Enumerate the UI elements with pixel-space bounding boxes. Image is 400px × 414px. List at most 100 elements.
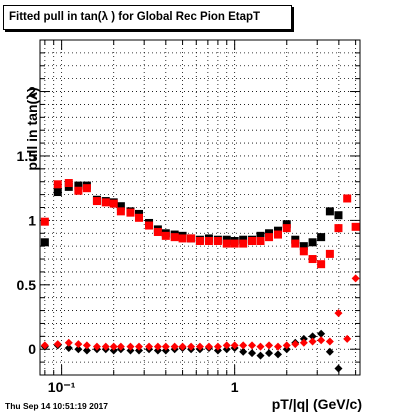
data-point-square — [187, 234, 196, 243]
data-point-diamond — [92, 342, 101, 351]
data-point-square — [308, 238, 317, 247]
data-point-diamond — [145, 342, 154, 351]
timestamp: Thu Sep 14 10:51:19 2017 — [5, 401, 109, 411]
data-point-square — [256, 237, 265, 245]
data-point-diamond — [74, 345, 83, 354]
data-point-diamond — [343, 334, 352, 343]
x-tick-label: 10⁻¹ — [48, 379, 76, 395]
y-tick-label: 1 — [28, 212, 36, 228]
data-point-diamond — [187, 342, 196, 351]
data-point-diamond — [230, 341, 239, 350]
series-3 — [40, 329, 343, 373]
x-tick-label: 1 — [231, 379, 239, 395]
data-point-diamond — [116, 342, 125, 351]
data-point-diamond — [282, 341, 291, 350]
data-point-diamond — [53, 340, 62, 349]
data-point-square — [351, 222, 360, 231]
data-point-diamond — [101, 342, 110, 351]
data-point-square — [178, 234, 187, 243]
data-point-square — [325, 249, 334, 258]
data-point-square — [334, 224, 343, 233]
y-axis-label: pull in tan(λ) — [24, 87, 40, 171]
data-point-diamond — [161, 342, 170, 351]
data-point-diamond — [308, 332, 317, 341]
data-point-diamond — [256, 351, 265, 360]
data-point-square — [222, 239, 231, 248]
data-point-square — [74, 186, 83, 195]
data-point-diamond — [74, 340, 83, 349]
data-point-diamond — [126, 342, 135, 351]
data-point-square — [325, 207, 334, 216]
data-point-diamond — [325, 337, 334, 346]
data-point-square — [153, 227, 162, 236]
data-point-diamond — [170, 342, 179, 351]
data-point-square — [204, 237, 213, 245]
data-point-diamond — [248, 349, 257, 358]
data-point-diamond — [325, 347, 334, 356]
y-tick-label: 2 — [28, 84, 36, 100]
chart-title: Fitted pull in tan(λ ) for Global Rec Pi… — [3, 5, 292, 30]
data-point-diamond — [317, 329, 326, 338]
data-point-square — [299, 242, 308, 251]
data-point-square — [134, 213, 143, 222]
y-tick-label: 0.5 — [17, 277, 37, 293]
data-point-diamond — [308, 337, 317, 346]
data-point-diamond — [274, 342, 283, 351]
data-point-square — [299, 247, 308, 256]
data-point-square — [92, 197, 101, 206]
data-point-diamond — [317, 336, 326, 345]
data-point-square — [213, 237, 222, 245]
data-point-square — [239, 239, 248, 248]
data-point-square — [265, 233, 274, 242]
data-point-square — [161, 231, 170, 240]
data-point-diamond — [248, 341, 257, 350]
data-point-diamond — [265, 341, 274, 350]
data-point-diamond — [64, 338, 73, 347]
data-point-square — [317, 260, 326, 269]
data-point-square — [53, 188, 62, 197]
data-point-diamond — [82, 341, 91, 350]
data-point-square — [40, 238, 49, 247]
data-point-diamond — [153, 342, 162, 351]
data-point-square — [343, 194, 352, 203]
axes: 0 0.5 1 1.5 2 10⁻¹ 1 — [17, 39, 361, 395]
data-point-diamond — [351, 274, 360, 283]
data-point-diamond — [40, 341, 49, 350]
data-point-diamond — [64, 343, 73, 352]
data-point-square — [282, 224, 291, 233]
data-point-square — [53, 180, 62, 189]
data-point-diamond — [213, 342, 222, 351]
data-point-diamond — [204, 342, 213, 351]
data-point-diamond — [299, 338, 308, 347]
data-point-diamond — [239, 347, 248, 356]
data-point-diamond — [134, 342, 143, 351]
data-point-square — [116, 202, 125, 211]
series-2 — [40, 179, 360, 269]
grid — [40, 40, 360, 375]
data-point-square — [170, 233, 179, 242]
data-point-square — [82, 184, 91, 193]
data-point-square — [230, 239, 239, 248]
data-point-square — [145, 221, 154, 230]
data-point-square — [64, 179, 73, 188]
y-tick-label: 0 — [28, 341, 36, 357]
data-point-diamond — [291, 340, 300, 349]
data-point-diamond — [109, 342, 118, 351]
data-point-square — [74, 181, 83, 190]
data-point-diamond — [334, 364, 343, 373]
y-tick-label: 1.5 — [17, 148, 37, 164]
data-point-square — [109, 199, 118, 208]
data-point-diamond — [239, 341, 248, 350]
data-point-diamond — [274, 350, 283, 359]
data-point-diamond — [265, 349, 274, 358]
data-point-square — [308, 255, 317, 264]
data-point-square — [334, 211, 343, 220]
data-point-diamond — [195, 342, 204, 351]
data-point-square — [195, 237, 204, 245]
data-point-square — [256, 231, 265, 240]
data-point-diamond — [82, 346, 91, 355]
data-point-square — [317, 233, 326, 242]
data-point-diamond — [256, 342, 265, 351]
data-point-diamond — [334, 309, 343, 318]
data-point-square — [291, 239, 300, 248]
